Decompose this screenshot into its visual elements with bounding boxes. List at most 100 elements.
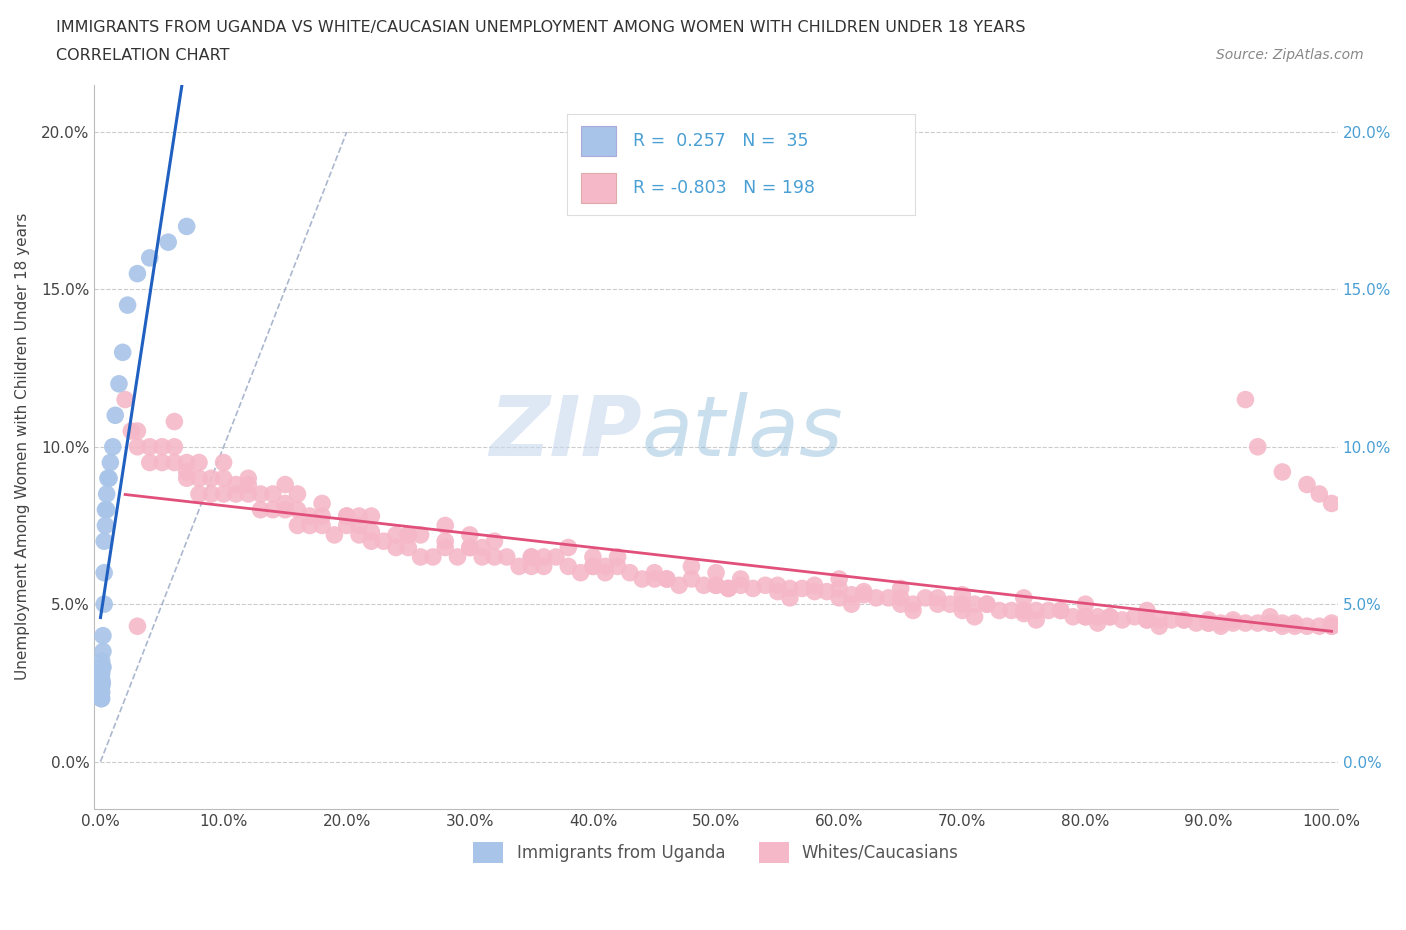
Point (1222, 616, 1244, 631)
Point (693, 578, 716, 592)
Point (373, 534, 395, 549)
Point (90, 679, 112, 694)
Point (1247, 616, 1270, 631)
Point (1000, 603, 1022, 618)
Point (1038, 603, 1060, 618)
Point (681, 572, 703, 587)
Point (139, 439, 162, 454)
Point (274, 502, 297, 517)
Point (1198, 616, 1220, 631)
Point (1149, 613, 1171, 628)
Point (360, 534, 382, 549)
Point (950, 588, 973, 603)
Point (90, 666, 112, 681)
Point (104, 408, 127, 423)
Point (311, 518, 333, 533)
Point (91, 659, 114, 674)
Point (1320, 616, 1343, 631)
Point (127, 618, 149, 633)
Point (1074, 609, 1097, 624)
Point (90, 675, 112, 690)
Y-axis label: Unemployment Among Women with Children Under 18 years: Unemployment Among Women with Children U… (15, 213, 30, 681)
Point (360, 509, 382, 524)
Point (1025, 613, 1047, 628)
Point (1087, 609, 1109, 624)
Point (238, 486, 260, 501)
Point (108, 377, 131, 392)
Point (1173, 613, 1195, 628)
Point (200, 486, 222, 501)
Point (569, 565, 592, 580)
Point (1136, 613, 1159, 628)
Point (1271, 618, 1294, 633)
Point (939, 597, 962, 612)
Point (1049, 603, 1071, 618)
Point (1111, 613, 1133, 628)
Point (311, 509, 333, 524)
Point (188, 455, 211, 470)
Point (176, 219, 198, 233)
Point (976, 597, 998, 612)
Point (644, 572, 666, 587)
Point (1209, 616, 1232, 631)
Point (163, 455, 186, 470)
Text: atlas: atlas (641, 392, 844, 472)
Point (1049, 603, 1071, 618)
Point (1284, 618, 1306, 633)
Point (249, 486, 271, 501)
Point (1123, 609, 1146, 624)
Point (619, 565, 641, 580)
Point (385, 527, 408, 542)
Point (1222, 613, 1244, 628)
Point (176, 464, 198, 479)
Point (841, 597, 863, 612)
Point (274, 496, 297, 511)
Point (150, 439, 173, 454)
Point (865, 591, 887, 605)
Point (1062, 609, 1084, 624)
Point (606, 550, 628, 565)
Point (593, 565, 616, 580)
Point (1198, 613, 1220, 628)
Point (97, 471, 120, 485)
Point (336, 518, 359, 533)
Point (1136, 613, 1159, 628)
Point (434, 518, 457, 533)
Point (730, 572, 752, 587)
Point (655, 572, 678, 587)
Point (176, 471, 198, 485)
Point (90, 659, 112, 674)
Point (779, 591, 801, 605)
Point (557, 559, 579, 574)
Point (127, 439, 149, 454)
Point (91, 675, 114, 690)
Point (249, 502, 271, 517)
Point (606, 559, 628, 574)
Point (520, 559, 543, 574)
Point (422, 550, 444, 565)
Point (188, 471, 211, 485)
Point (1308, 618, 1330, 633)
Point (287, 518, 309, 533)
Point (927, 591, 949, 605)
Point (150, 455, 173, 470)
Point (287, 486, 309, 501)
Point (792, 581, 814, 596)
Point (93, 534, 115, 549)
Point (730, 578, 752, 592)
Point (225, 477, 247, 492)
Point (582, 559, 605, 574)
Point (1074, 609, 1097, 624)
Point (90, 670, 112, 684)
Point (668, 578, 690, 592)
Point (347, 509, 370, 524)
Point (901, 603, 924, 618)
Point (631, 572, 654, 587)
Point (717, 581, 740, 596)
Point (90, 691, 112, 706)
Point (901, 597, 924, 612)
Point (94, 518, 117, 533)
Point (1320, 496, 1343, 511)
Point (139, 455, 162, 470)
Point (828, 591, 851, 605)
